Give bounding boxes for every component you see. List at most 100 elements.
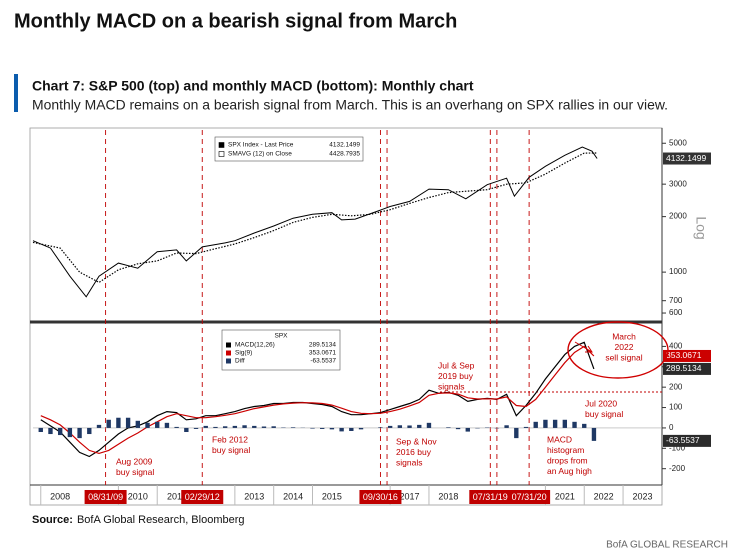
histogram-bar — [222, 426, 228, 428]
annotation: signals — [438, 381, 464, 391]
chart-label: Chart 7: S&P 500 (top) and monthly MACD … — [32, 78, 474, 94]
annotation: Sep & Nov — [396, 436, 437, 446]
x-tick-label: 2021 — [555, 491, 575, 501]
legend-value: 4428.7935 — [329, 151, 360, 158]
macd-line — [40, 345, 595, 455]
legend-swatch — [226, 350, 231, 356]
annotation: buy signal — [585, 409, 623, 419]
last-value-box — [663, 349, 711, 362]
histogram-bar — [38, 427, 43, 433]
histogram-bar — [203, 425, 208, 428]
last-value-label: 4132.1499 — [666, 153, 706, 163]
source-label: Source: — [32, 514, 73, 526]
date-label-box — [181, 490, 224, 504]
histogram-bar — [572, 421, 577, 428]
y-tick-label: 2000 — [669, 212, 687, 221]
legend-swatch — [218, 151, 225, 157]
annotation: signals — [396, 457, 422, 467]
histogram-bar — [446, 427, 451, 428]
last-value-box — [663, 362, 711, 375]
histogram-bar — [271, 426, 276, 428]
annotation: an Aug high — [547, 466, 592, 476]
y-axis-label: Log — [693, 216, 709, 239]
x-tick-label: 2022 — [594, 491, 614, 501]
histogram-bar — [426, 422, 432, 428]
histogram-bar — [125, 417, 131, 428]
last-value-label: 289.5134 — [666, 363, 702, 373]
x-tick-label: 2017 — [400, 491, 420, 501]
macd-line — [40, 341, 595, 458]
legend-label: MACD(12,26) — [235, 342, 275, 349]
legend-label: Sig(9) — [235, 350, 252, 357]
y-tick-label: -200 — [669, 464, 686, 473]
y-tick-label: 600 — [669, 308, 683, 317]
annotation: Aug 2009 — [116, 456, 153, 466]
annotation: buy signal — [212, 445, 250, 455]
y-tick-label: -100 — [669, 443, 686, 452]
histogram-bar — [455, 427, 461, 430]
x-tick-label: 2018 — [438, 491, 458, 501]
price-line — [32, 146, 598, 298]
last-value-label: 353.0671 — [666, 350, 702, 360]
histogram-bar — [96, 424, 102, 428]
date-label: 08/31/09 — [88, 492, 123, 502]
histogram-bar — [562, 419, 568, 428]
last-value-box — [663, 152, 711, 165]
histogram-bar — [252, 425, 257, 428]
histogram-bar — [48, 427, 53, 435]
date-label: 09/30/16 — [363, 492, 398, 502]
histogram-bar — [87, 427, 92, 435]
price-line — [32, 152, 598, 284]
histogram-bar — [358, 427, 364, 430]
legend-value: -63.5537 — [310, 358, 336, 365]
annotation: 2019 buy — [438, 371, 474, 381]
annotation: drops from — [547, 455, 588, 465]
date-label-box — [469, 490, 512, 504]
legend-value: 289.5134 — [309, 342, 336, 349]
histogram-bar — [339, 427, 344, 432]
annotation: 2016 buy — [396, 447, 432, 457]
annotation: histogram — [547, 445, 584, 455]
histogram-bar — [591, 427, 597, 441]
y-tick-label: 100 — [669, 403, 683, 412]
last-value-label: -63.5537 — [666, 435, 700, 445]
x-tick-label: 2011 — [167, 491, 186, 501]
histogram-bar — [290, 427, 296, 428]
legend-value: 353.0671 — [309, 350, 336, 357]
annotation: buy signal — [116, 467, 154, 477]
histogram-bar — [582, 423, 587, 428]
y-tick-label: 700 — [669, 296, 683, 305]
legend-label: Diff — [235, 358, 245, 365]
histogram-bar — [543, 419, 548, 428]
histogram-bar — [155, 421, 160, 428]
y-tick-label: 0 — [669, 423, 674, 432]
histogram-bar — [232, 425, 238, 428]
x-tick-label: 2014 — [283, 491, 303, 501]
y-tick-label: 5000 — [669, 138, 687, 147]
date-label: 02/29/12 — [185, 492, 220, 502]
y-tick-label: 1000 — [669, 267, 687, 276]
last-value-box — [663, 434, 711, 447]
histogram-bar — [261, 426, 267, 428]
chart-subtitle: Monthly MACD remains on a bearish signal… — [32, 97, 668, 113]
y-tick-label: 400 — [669, 342, 683, 351]
brand: BofA GLOBAL RESEARCH — [606, 540, 728, 551]
histogram-bar — [57, 427, 63, 436]
histogram-bar — [67, 427, 73, 438]
histogram-bar — [310, 427, 315, 429]
legend-value: 4132.1499 — [329, 142, 360, 149]
histogram-bar — [514, 427, 519, 439]
annotation: Feb 2012 — [212, 434, 248, 444]
histogram-bar — [378, 427, 383, 428]
annotation: sell signal — [605, 352, 642, 362]
histogram-bar — [465, 427, 470, 432]
annotation: March — [612, 331, 636, 341]
histogram-bar — [504, 425, 509, 428]
histogram-bar — [397, 425, 403, 428]
accent-bar — [14, 74, 18, 112]
histogram-bar — [417, 424, 422, 428]
histogram-bar — [174, 426, 179, 428]
histogram-bar — [329, 427, 335, 430]
annotation: Jul & Sep — [438, 360, 475, 370]
